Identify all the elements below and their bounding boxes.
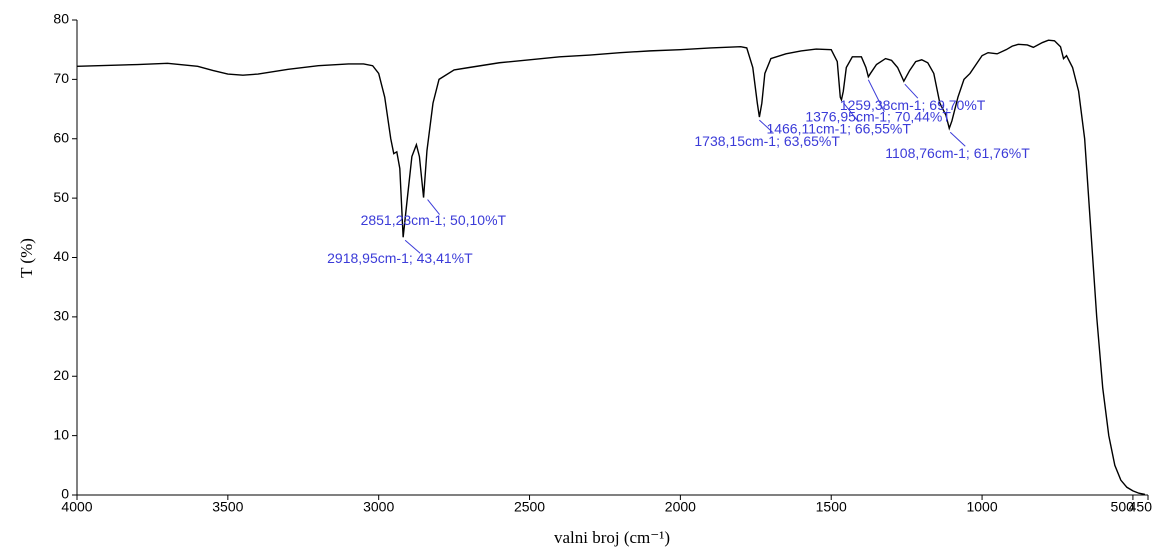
y-tick-label: 10 [53,426,69,442]
x-tick-label: 2500 [514,499,545,515]
y-tick-label: 60 [53,129,69,145]
annotation-leader [904,83,919,99]
annotation-label: 1259,38cm-1; 69,70%T [840,97,986,113]
x-tick-label: 500 [1111,499,1135,515]
x-axis-label: valni broj (cm⁻¹) [554,528,670,547]
x-tick-label: 450 [1129,499,1153,515]
x-tick-label: 1000 [966,499,997,515]
y-tick-label: 20 [53,367,69,383]
annotation-label: 1466,11cm-1; 66,55%T [766,121,911,137]
annotation-leader [404,239,421,254]
annotation-label: 1376,95cm-1; 70,44%T [805,108,951,124]
y-tick-label: 70 [53,70,69,86]
annotation-leader [759,119,773,133]
spectrum-line [76,39,1146,496]
annotation-label: 1108,76cm-1; 61,76%T [885,145,1030,161]
y-tick-label: 0 [61,486,69,502]
annotation-label: 2851,23cm-1; 50,10%T [361,212,507,228]
annotation-leader [867,79,885,112]
y-tick-label: 50 [53,189,69,205]
annotation-leader [843,102,859,123]
annotation-label: 2918,95cm-1; 43,41%T [327,250,473,266]
annotation-leader [949,131,966,147]
x-tick-label: 3000 [363,499,394,515]
x-tick-label: 3500 [212,499,243,515]
y-axis-label: T (%) [17,238,36,278]
y-tick-label: 40 [53,248,69,264]
y-tick-label: 30 [53,308,69,324]
x-tick-label: 2000 [665,499,696,515]
annotation-label: 1738,15cm-1; 63,65%T [694,133,840,149]
y-tick-label: 80 [53,11,69,27]
x-tick-label: 1500 [816,499,847,515]
annotation-leader [427,199,440,215]
x-tick-label: 4000 [61,499,92,515]
